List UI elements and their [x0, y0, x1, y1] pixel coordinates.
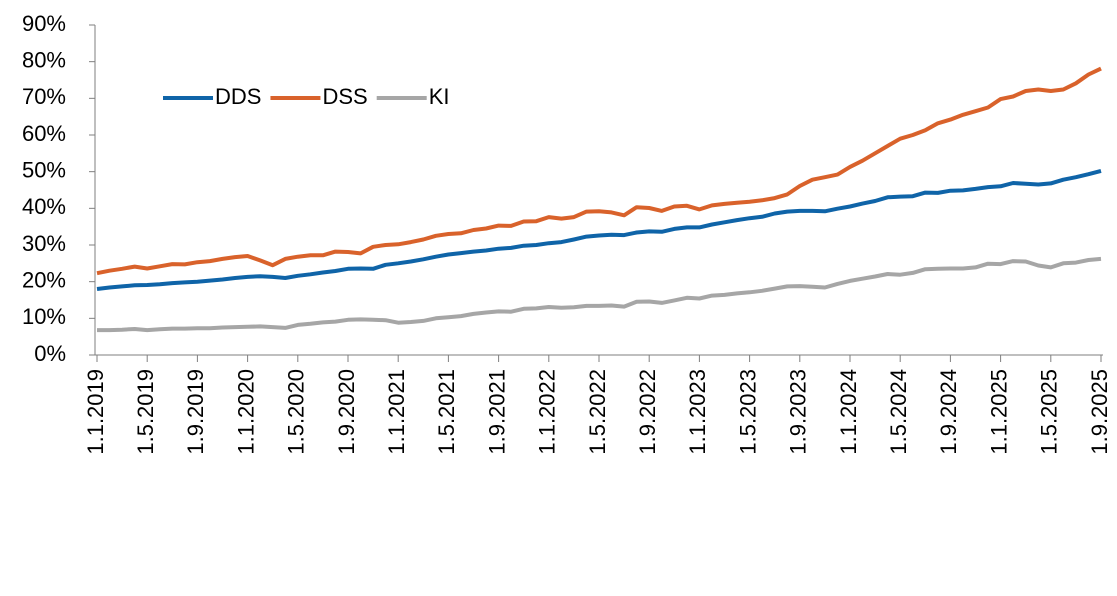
x-tick-label: 1.1.2024 [836, 369, 861, 455]
x-tick-label: 1.5.2023 [735, 369, 760, 455]
series-line [96, 66, 1102, 276]
x-tick-label: 1.1.2023 [685, 369, 710, 455]
legend-label: DDS [215, 84, 261, 109]
y-tick-label: 90% [22, 11, 66, 36]
x-tick-label: 1.1.2020 [233, 369, 258, 455]
y-tick-label: 10% [22, 304, 66, 329]
y-tick-label: 80% [22, 47, 66, 72]
y-tick-label: 0% [34, 341, 66, 366]
y-tick-label: 60% [22, 121, 66, 146]
x-tick-label: 1.1.2022 [535, 369, 560, 455]
x-tick-label: 1.1.2021 [384, 369, 409, 455]
x-tick-label: 1.5.2020 [284, 369, 309, 455]
x-tick-label: 1.9.2022 [635, 369, 660, 455]
x-tick-label: 1.9.2025 [1087, 369, 1112, 455]
series-line [96, 168, 1102, 291]
x-tick-label: 1.9.2019 [183, 369, 208, 455]
x-tick-label: 1.9.2023 [786, 369, 811, 455]
legend-label: DSS [322, 84, 367, 109]
x-tick-label: 1.5.2025 [1037, 369, 1062, 455]
x-tick-label: 1.5.2021 [434, 369, 459, 455]
y-tick-label: 20% [22, 267, 66, 292]
y-tick-label: 40% [22, 194, 66, 219]
x-tick-label: 1.1.2019 [83, 369, 108, 455]
x-tick-label: 1.5.2019 [133, 369, 158, 455]
x-tick-label: 1.9.2021 [484, 369, 509, 455]
x-tick-label: 1.5.2024 [886, 369, 911, 455]
x-tick-label: 1.1.2025 [986, 369, 1011, 455]
y-tick-label: 50% [22, 157, 66, 182]
x-tick-label: 1.5.2022 [585, 369, 610, 455]
x-tick-label: 1.9.2020 [334, 369, 359, 455]
x-tick-label: 1.9.2024 [936, 369, 961, 455]
legend-label: KI [429, 84, 450, 109]
series-line [97, 256, 1102, 333]
y-tick-label: 70% [22, 84, 66, 109]
y-tick-label: 30% [22, 231, 66, 256]
